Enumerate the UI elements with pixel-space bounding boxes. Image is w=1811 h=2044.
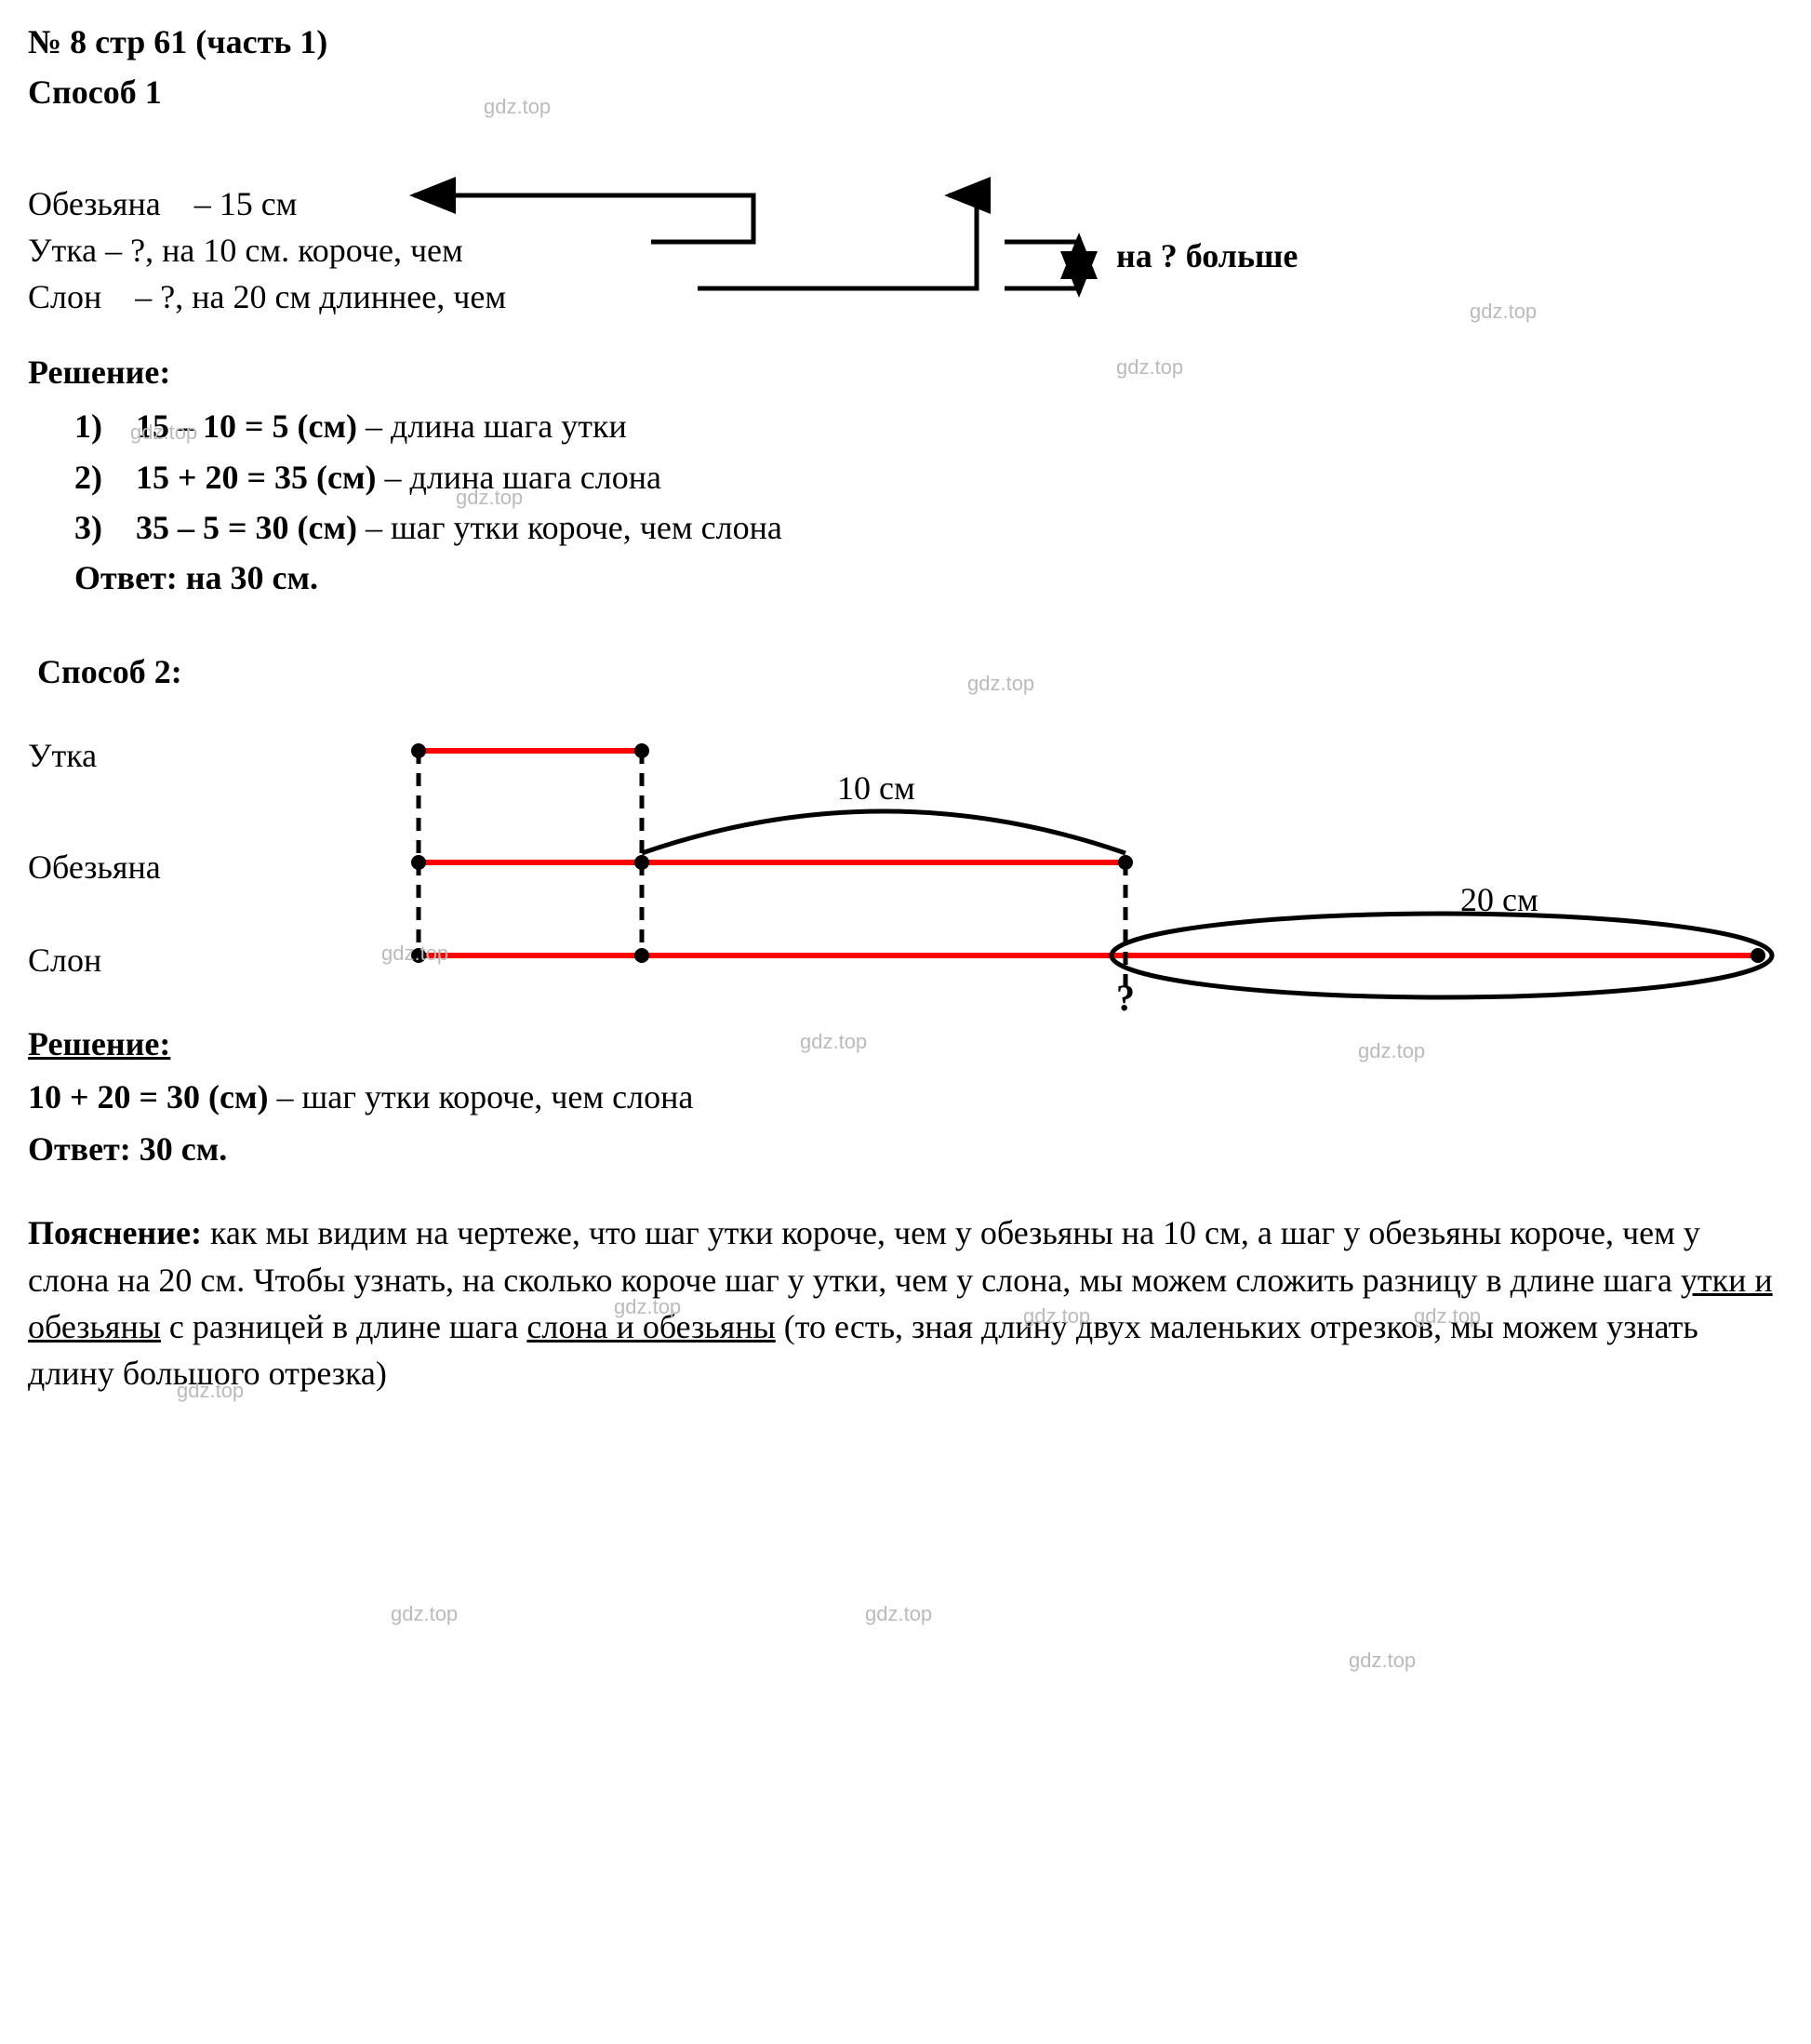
method2-title: Способ 2: <box>37 648 1783 695</box>
watermark: gdz.top <box>456 484 523 513</box>
answer1-label: Ответ: <box>74 559 178 596</box>
step3-desc: – шаг утки короче, чем слона <box>366 509 782 546</box>
watermark: gdz.top <box>391 1600 458 1629</box>
watermark: gdz.top <box>800 1028 867 1057</box>
diagram-10cm: 10 см <box>837 765 915 811</box>
diagram-20cm: 20 см <box>1460 876 1538 923</box>
answer1-value: на 30 см. <box>186 559 318 596</box>
given-question: на ? больше <box>1116 233 1298 279</box>
given-elephant: Слон – ?, на 20 см длиннее, чем <box>28 274 506 320</box>
sol2-desc: – шаг утки короче, чем слона <box>277 1078 694 1116</box>
explanation-text1: как мы видим на чертеже, что шаг утки ко… <box>28 1214 1700 1298</box>
diagram-duck-label: Утка <box>28 732 97 779</box>
sol2-label-text: Решение: <box>28 1025 170 1062</box>
method1-title: Способ 1 <box>28 69 1783 115</box>
step3-num: 3) <box>74 509 102 546</box>
answer2-label: Ответ: <box>28 1130 131 1168</box>
watermark: gdz.top <box>177 1377 244 1406</box>
explanation-label: Пояснение: <box>28 1214 202 1251</box>
method2-block: Способ 2: <box>28 648 1783 1173</box>
step3-calc: 35 – 5 = 30 (см) <box>136 509 357 546</box>
page-root: № 8 стр 61 (часть 1) Способ 1 Обезьяна –… <box>28 19 1783 1397</box>
diagram-question: ? <box>1116 972 1135 1024</box>
step1-num: 1) <box>74 407 102 445</box>
watermark: gdz.top <box>614 1293 681 1322</box>
watermark: gdz.top <box>1358 1037 1425 1066</box>
explanation: Пояснение: как мы видим на чертеже, что … <box>28 1209 1783 1397</box>
step2-calc: 15 + 20 = 35 (см) <box>136 459 377 496</box>
watermark: gdz.top <box>1116 354 1183 382</box>
solution1-step1: 1) 15 – 10 = 5 (см) – длина шага утки <box>74 403 1783 449</box>
given-elephant-value: – ?, на 20 см длиннее, чем <box>135 278 506 315</box>
given-duck-label: Утка <box>28 232 97 269</box>
solution1-step3: 3) 35 – 5 = 30 (см) – шаг утки короче, ч… <box>74 504 1783 551</box>
watermark: gdz.top <box>1470 298 1537 327</box>
solution1-list: 1) 15 – 10 = 5 (см) – длина шага утки 2)… <box>74 403 1783 602</box>
given-monkey-value: – 15 см <box>194 185 298 222</box>
explanation-text2: с разницей в длине шага <box>161 1308 526 1345</box>
solution1-answer: Ответ: на 30 см. <box>74 554 1783 601</box>
given-monkey: Обезьяна – 15 см <box>28 180 297 227</box>
solution1-step2: 2) 15 + 20 = 35 (см) – длина шага слона <box>74 454 1783 501</box>
step2-num: 2) <box>74 459 102 496</box>
watermark: gdz.top <box>1349 1647 1416 1676</box>
step1-desc: – длина шага утки <box>366 407 627 445</box>
diagram-svg <box>28 714 1795 1011</box>
watermark: gdz.top <box>381 940 448 969</box>
given-elephant-label: Слон <box>28 278 101 315</box>
diagram: Утка Обезьяна Слон 10 см 20 см ? <box>28 714 1783 1011</box>
solution2-line: 10 + 20 = 30 (см) – шаг утки короче, чем… <box>28 1074 1783 1120</box>
step2-desc: – длина шага слона <box>385 459 661 496</box>
answer2-value: 30 см. <box>140 1130 228 1168</box>
given-duck-value: – ?, на 10 см. короче, чем <box>105 232 463 269</box>
diagram-monkey-label: Обезьяна <box>28 844 161 890</box>
solution1-label: Решение: <box>28 349 1783 395</box>
given-duck: Утка – ?, на 10 см. короче, чем <box>28 227 463 274</box>
watermark: gdz.top <box>130 419 197 448</box>
watermark: gdz.top <box>967 670 1034 699</box>
given-monkey-label: Обезьяна <box>28 185 161 222</box>
watermark: gdz.top <box>865 1600 932 1629</box>
watermark: gdz.top <box>1414 1303 1481 1331</box>
watermark: gdz.top <box>1023 1303 1090 1331</box>
sol2-calc: 10 + 20 = 30 (см) <box>28 1078 269 1116</box>
watermark: gdz.top <box>484 93 551 122</box>
page-header: № 8 стр 61 (часть 1) <box>28 19 1783 65</box>
diagram-elephant-label: Слон <box>28 937 101 983</box>
solution2-label: Решение: <box>28 1021 1783 1067</box>
solution2-answer: Ответ: 30 см. <box>28 1126 1783 1172</box>
